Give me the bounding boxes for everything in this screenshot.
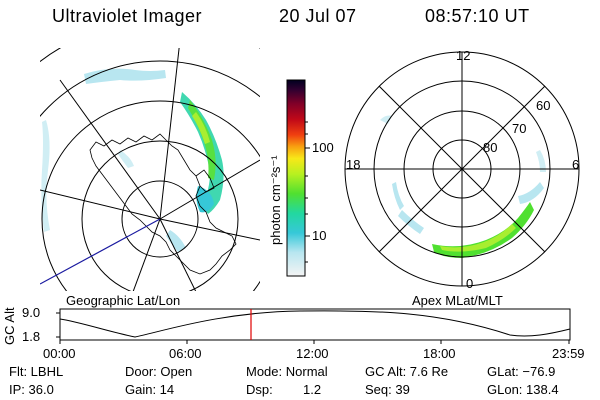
time-tick-4: 23:59 — [552, 346, 585, 361]
mlat-label-80: 80 — [483, 140, 498, 155]
latitude-circles — [40, 48, 260, 291]
right-aurora — [380, 115, 546, 258]
mlt-label-0: 0 — [466, 276, 474, 291]
satellite-track — [40, 218, 161, 285]
mlt-label-12: 12 — [456, 48, 471, 63]
status-door: Door: Open — [125, 364, 193, 379]
mlt-label-6: 6 — [572, 157, 580, 172]
right-panel-caption: Apex MLat/MLT — [412, 293, 503, 308]
left-aurora — [41, 68, 224, 252]
status-seq: Seq: 39 — [365, 382, 410, 397]
mlt-polar-plot — [344, 51, 580, 287]
time-tick-3: 18:00 — [423, 346, 456, 361]
altitude-curve — [59, 310, 571, 338]
colorbar-unit-label: photon cm⁻²s⁻¹ — [268, 155, 283, 245]
status-gain: Gain: 14 — [125, 382, 175, 397]
mlt-label-18: 18 — [346, 157, 361, 172]
altitude-tick-min: 1.8 — [22, 329, 41, 344]
time-tick-2: 12:00 — [296, 346, 329, 361]
time-tick-1: 06:00 — [169, 346, 202, 361]
time-tick-0: 00:00 — [43, 346, 76, 361]
left-panel-caption: Geographic Lat/Lon — [66, 293, 181, 308]
mlat-label-60: 60 — [536, 98, 551, 113]
colorbar-tick-10: 10 — [312, 228, 327, 243]
status-dsp-value: 1.2 — [303, 382, 322, 397]
status-gc-alt: GC Alt: 7.6 Re — [365, 364, 449, 379]
mlat-label-70: 70 — [512, 121, 527, 136]
altitude-tick-max: 9.0 — [22, 305, 41, 320]
image-time: 08:57:10 UT — [425, 6, 530, 26]
status-mode: Mode: Normal — [246, 364, 328, 379]
instrument-title: Ultraviolet Imager — [52, 6, 203, 26]
status-filter: Flt: LBHL — [9, 364, 64, 379]
status-glat: GLat: −76.9 — [487, 364, 556, 379]
altitude-plot — [56, 308, 571, 344]
image-date: 20 Jul 07 — [279, 6, 357, 26]
geographic-map — [40, 48, 260, 291]
colorbar — [286, 79, 310, 277]
altitude-axis-label: GC Alt — [2, 307, 17, 345]
status-dsp-label: Dsp: — [246, 382, 273, 397]
colorbar-tick-100: 100 — [312, 140, 334, 155]
coastline — [89, 133, 237, 275]
status-ip: IP: 36.0 — [9, 382, 54, 397]
status-glon: GLon: 138.4 — [487, 382, 559, 397]
